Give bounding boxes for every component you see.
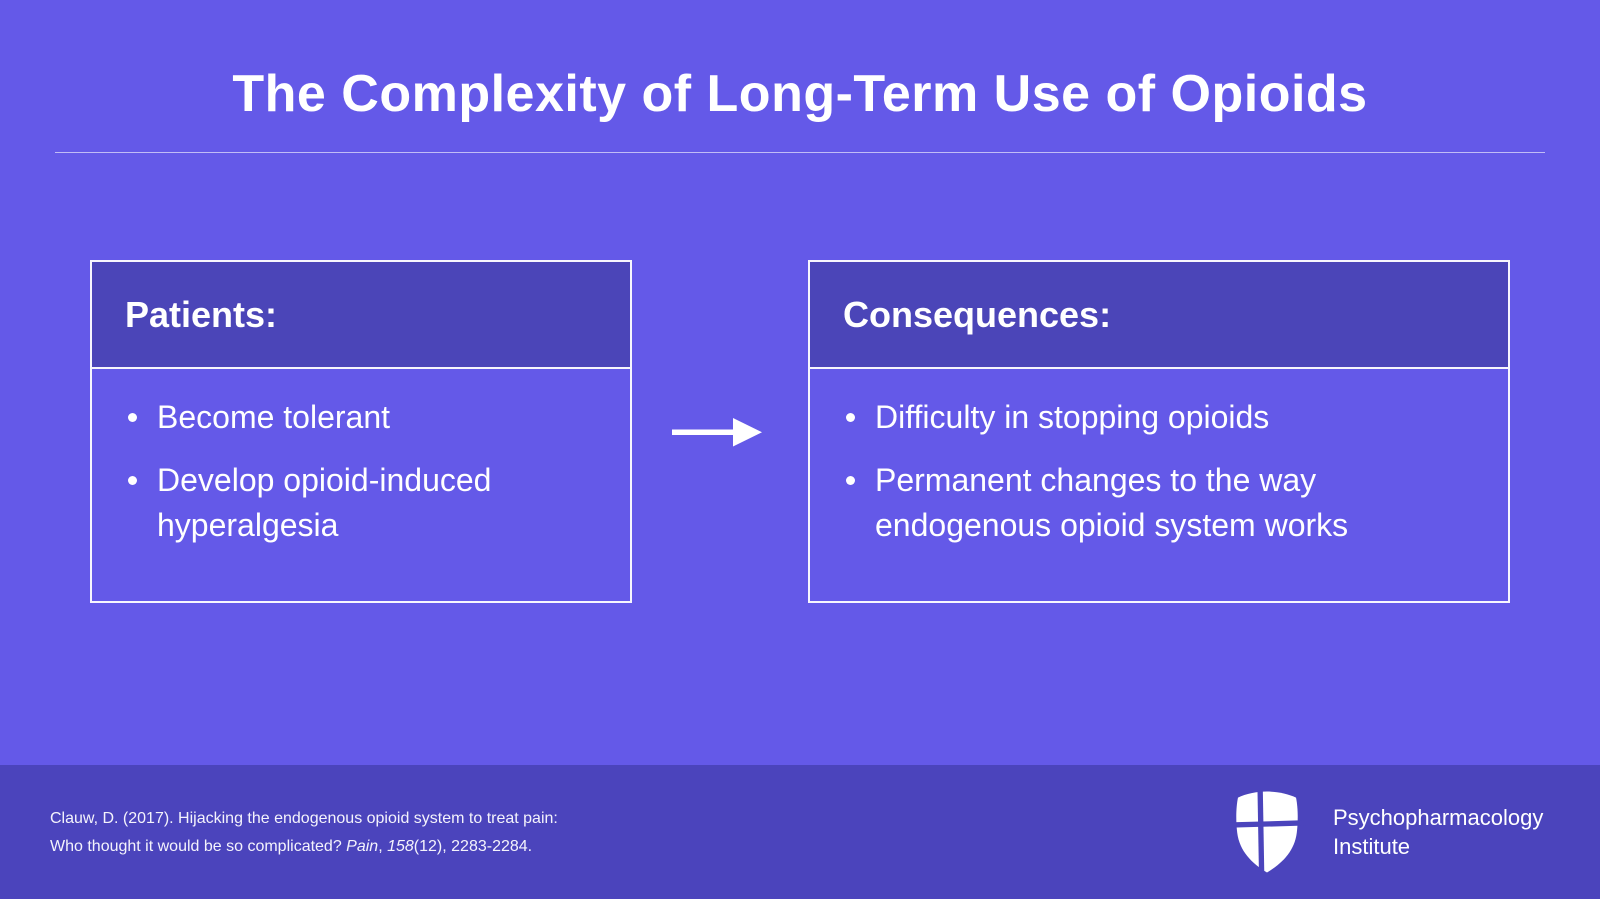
consequences-box-header: Consequences: <box>810 262 1508 369</box>
bullet-text: Permanent changes to the way endogenous … <box>875 462 1349 543</box>
consequences-bullet-list: Difficulty in stopping opioids Permanent… <box>810 369 1508 548</box>
bullet-text: Develop opioid-induced hyperalgesia <box>157 462 492 543</box>
citation-journal: Pain <box>346 838 379 855</box>
patients-box-title: Patients: <box>125 293 278 335</box>
bullet-icon <box>128 413 137 422</box>
bullet-text: Difficulty in stopping opioids <box>875 399 1270 435</box>
page-title: The Complexity of Long-Term Use of Opioi… <box>232 65 1368 123</box>
title-divider <box>55 152 1545 153</box>
citation-line2-suffix: (12), 2283-2284. <box>413 838 533 855</box>
logo: Psychopharmacology Institute <box>1228 790 1543 874</box>
patients-box-header: Patients: <box>92 262 630 369</box>
citation-line1: Clauw, D. (2017). Hijacking the endogeno… <box>50 810 558 827</box>
bullet-icon <box>846 476 855 485</box>
list-item: Permanent changes to the way endogenous … <box>843 458 1475 548</box>
citation-line2-prefix: Who thought it would be so complicated? <box>50 838 347 855</box>
consequences-box-title: Consequences: <box>843 293 1112 335</box>
consequences-box: Consequences: Difficulty in stopping opi… <box>808 260 1510 603</box>
logo-name-line2: Institute <box>1333 834 1411 859</box>
logo-text: Psychopharmacology Institute <box>1333 803 1543 861</box>
footer: Clauw, D. (2017). Hijacking the endogeno… <box>0 765 1600 899</box>
list-item: Become tolerant <box>125 395 597 440</box>
list-item: Develop opioid-induced hyperalgesia <box>125 458 597 548</box>
patients-box: Patients: Become tolerant Develop opioid… <box>90 260 632 603</box>
citation-volume: 158 <box>387 838 414 855</box>
citation: Clauw, D. (2017). Hijacking the endogeno… <box>50 805 558 861</box>
logo-name-line1: Psychopharmacology <box>1333 805 1544 830</box>
citation-separator: , <box>378 838 388 855</box>
bullet-icon <box>128 476 137 485</box>
list-item: Difficulty in stopping opioids <box>843 395 1475 440</box>
patients-bullet-list: Become tolerant Develop opioid-induced h… <box>92 369 630 548</box>
shield-cross-icon <box>1228 790 1306 874</box>
bullet-text: Become tolerant <box>157 399 391 435</box>
bullet-icon <box>846 413 855 422</box>
right-arrow-icon <box>672 418 762 447</box>
